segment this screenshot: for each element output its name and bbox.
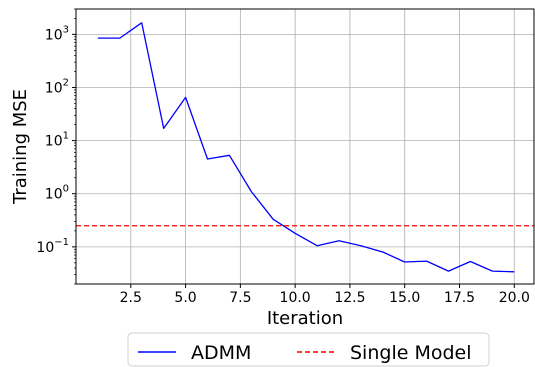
x-tick-label: 7.5	[229, 290, 251, 306]
y-axis-ticks: 103 102 101 100 10−1	[36, 8, 76, 285]
legend-label-single-model: Single Model	[350, 342, 472, 364]
plot-frame	[75, 8, 535, 285]
x-tick-label: 12.5	[334, 290, 365, 306]
legend-label-admm: ADMM	[191, 342, 251, 364]
y-axis-title: Training MSE	[10, 89, 31, 205]
x-tick-label: 10.0	[280, 290, 311, 306]
legend-box	[127, 332, 490, 367]
y-tick-label: 101	[45, 131, 69, 150]
series-line-admm	[97, 22, 515, 273]
grid	[76, 9, 534, 284]
x-tick-label: 5.0	[174, 290, 196, 306]
y-tick-label: 10−1	[36, 237, 69, 256]
x-tick-label: 20.0	[499, 290, 530, 306]
x-tick-label: 2.5	[120, 290, 142, 306]
x-axis-ticks: 2.5 5.0 7.5 10.0 12.5 15.0 17.5 20.0	[120, 284, 530, 306]
legend: ADMM Single Model	[127, 332, 490, 367]
y-tick-label: 100	[45, 184, 69, 203]
series-layer	[76, 22, 534, 273]
x-axis-title: Iteration	[267, 308, 343, 329]
y-tick-label: 102	[45, 77, 69, 96]
x-tick-label: 17.5	[444, 290, 475, 306]
y-tick-label: 103	[45, 24, 69, 43]
x-tick-label: 15.0	[389, 290, 420, 306]
